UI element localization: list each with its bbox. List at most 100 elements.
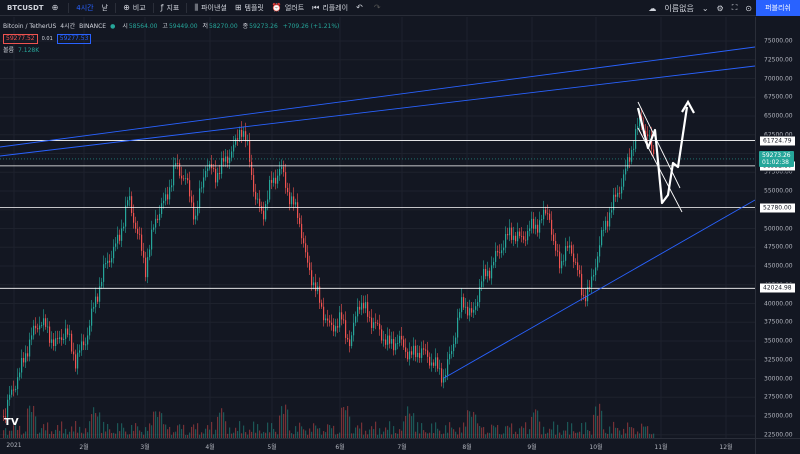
volume-bar — [463, 422, 465, 438]
cloud-icon: ☁ — [648, 3, 657, 13]
candle — [169, 187, 171, 200]
buy-price-button[interactable]: 59277.53 — [56, 34, 92, 44]
volume-bar — [61, 421, 63, 438]
replay-button[interactable]: ⏮ 리플레이 — [308, 0, 352, 16]
layout-name-button[interactable]: 이름없음 — [664, 3, 694, 13]
candle — [61, 337, 63, 341]
alert-button[interactable]: ⏰ 얼러트 — [268, 0, 308, 16]
candle — [7, 399, 9, 418]
volume-bar — [357, 425, 359, 438]
volume-value: 7.128K — [18, 47, 40, 54]
eye-icon[interactable]: ● — [110, 23, 116, 30]
candle — [183, 178, 185, 180]
candle — [99, 286, 101, 302]
symbol-search-button[interactable]: BTCUSDT — [0, 0, 48, 16]
candle — [199, 188, 201, 208]
volume-bar — [169, 426, 171, 438]
volume-bar — [201, 432, 203, 438]
candle — [527, 231, 529, 241]
volume-bar — [361, 422, 363, 438]
candle — [653, 149, 655, 154]
publish-button[interactable]: 퍼블리쉬 — [756, 0, 800, 16]
volume-bar — [549, 428, 551, 438]
plus-icon: ⊕ — [51, 3, 59, 12]
candle — [285, 172, 287, 188]
candle — [497, 251, 499, 253]
volume-bar — [541, 434, 543, 438]
candle — [109, 260, 111, 263]
candle — [125, 205, 127, 227]
volume-bar — [527, 434, 529, 438]
candle — [21, 358, 23, 373]
candle — [319, 286, 321, 303]
level-price-label: 42024.98 — [759, 282, 796, 294]
candle — [409, 351, 411, 360]
chart-type-button[interactable]: 낟 — [98, 0, 112, 16]
gear-icon[interactable]: ⚙ — [716, 3, 724, 13]
sell-price-button[interactable]: 59277.52 — [3, 34, 38, 44]
volume-bar — [371, 426, 373, 438]
candle — [351, 335, 353, 347]
volume-bar — [89, 421, 91, 438]
candle — [15, 389, 17, 391]
candle — [633, 148, 635, 150]
current-price-label: 59273.26 01:02:38 — [759, 150, 794, 167]
candle — [111, 258, 113, 263]
candle — [143, 250, 145, 258]
timeframe-button[interactable]: 4시간 — [72, 0, 97, 16]
candle — [275, 177, 277, 184]
volume-bar — [223, 412, 225, 438]
candle — [17, 377, 19, 390]
fullscreen-icon[interactable]: ⛶ — [731, 3, 738, 12]
candle — [289, 192, 291, 205]
volume-bar — [427, 433, 429, 438]
divider — [115, 2, 117, 13]
candle — [423, 348, 425, 350]
volume-bar — [17, 429, 19, 438]
volume-bar — [273, 428, 275, 438]
undo-button[interactable]: ↶ — [352, 0, 370, 16]
candle — [91, 308, 93, 326]
volume-bar — [453, 429, 455, 438]
top-toolbar: BTCUSDT ⊕ 4시간 낟 ⊕ 비교 ƒ 지표 ⫼ 파이낸셜 ⊞ 템플릿 ⏰ 얼러트 … — [0, 0, 800, 16]
candle — [477, 302, 479, 307]
candle — [405, 347, 407, 352]
indicators-button[interactable]: ƒ 지표 — [157, 0, 184, 16]
time-axis[interactable]: 2021 2월 3월 4월 5월 6월 7월 8월 9월 10월 11월 12월 — [0, 438, 755, 454]
volume-bar — [31, 412, 33, 438]
volume-bar — [617, 428, 619, 438]
candle — [515, 235, 517, 242]
volume-bar — [117, 423, 119, 438]
candle — [603, 229, 605, 231]
candle — [475, 306, 477, 310]
candle — [535, 224, 537, 229]
volume-bar — [243, 425, 245, 438]
volume-bar — [5, 428, 7, 438]
wedge-line-upper — [637, 101, 681, 189]
candle — [141, 234, 143, 251]
volume-bar — [297, 431, 299, 438]
price-tick-label: 55000.00 — [764, 187, 793, 195]
candle — [327, 318, 329, 321]
volume-bar — [81, 432, 83, 438]
redo-button[interactable]: ↷ — [370, 0, 388, 16]
candle — [197, 207, 199, 216]
templates-button[interactable]: ⊞ 템플릿 — [231, 0, 268, 16]
volume-bar — [639, 433, 641, 438]
compare-button[interactable]: ⊕ 비교 — [119, 0, 150, 16]
camera-icon[interactable]: ⊙ — [745, 3, 752, 13]
candle — [391, 339, 393, 344]
price-chart[interactable] — [0, 17, 755, 438]
pine-editor-button[interactable]: ⫼ 파이낸셜 — [190, 0, 230, 16]
tradingview-logo-icon[interactable]: TV — [4, 417, 19, 428]
volume-bar — [613, 421, 615, 438]
chevron-down-icon[interactable]: ⌄ — [701, 3, 709, 13]
candle — [123, 226, 125, 229]
volume-bar — [311, 431, 313, 438]
candle — [419, 352, 421, 358]
add-symbol-button[interactable]: ⊕ — [48, 0, 66, 16]
price-scale[interactable]: 75000.00 72500.00 70000.00 67500.00 65000.00… — [755, 17, 800, 438]
candle — [223, 158, 225, 162]
volume-bar — [413, 413, 415, 438]
candle — [95, 296, 97, 308]
